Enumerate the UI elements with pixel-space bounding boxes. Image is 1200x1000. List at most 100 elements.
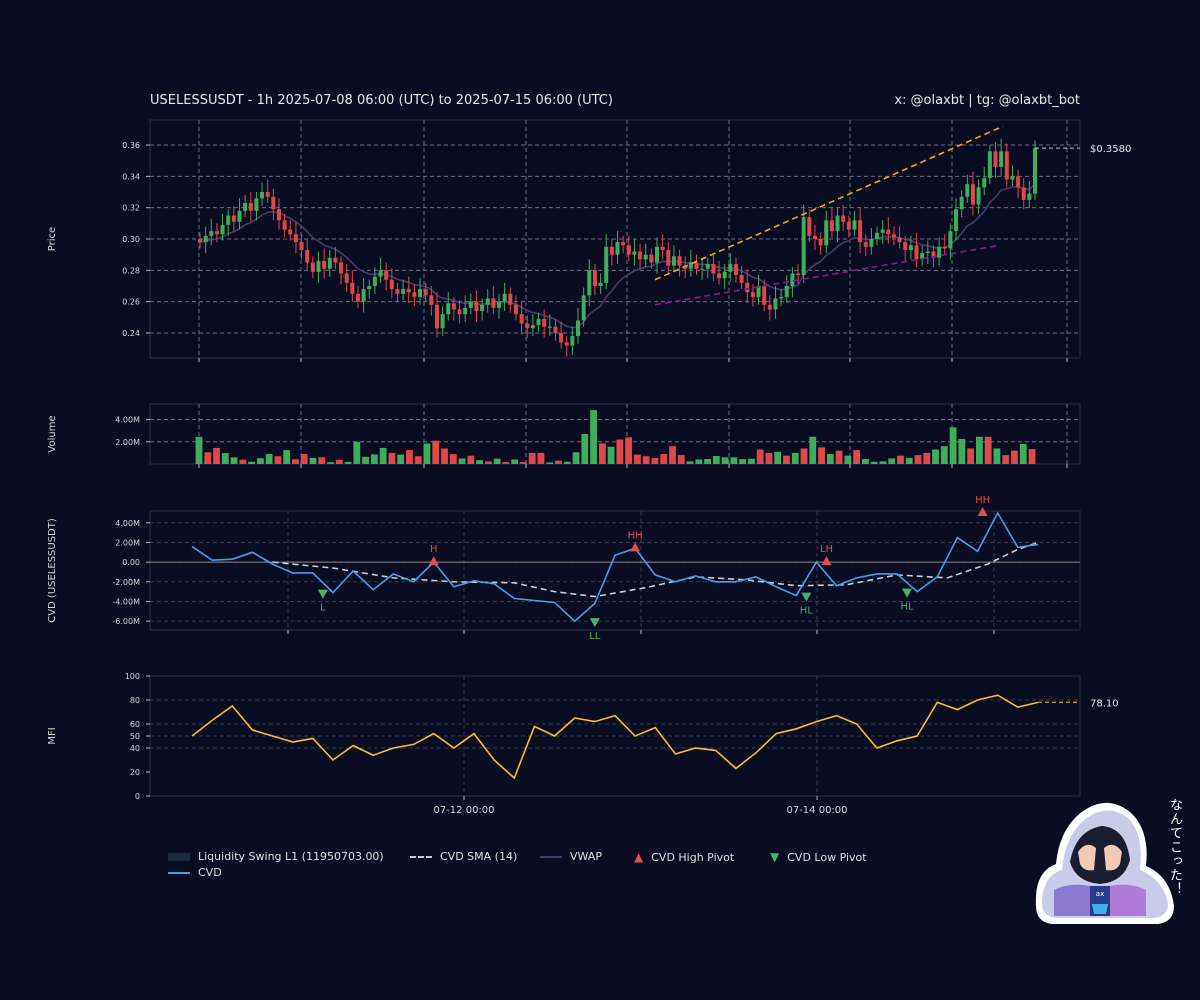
candle-body (519, 314, 524, 324)
candle-body (858, 220, 863, 243)
candle-body (598, 282, 603, 286)
volume-bar (783, 455, 790, 464)
volume-bar (449, 454, 457, 464)
candle-body (875, 232, 880, 239)
volume-bar (1002, 455, 1010, 464)
volume-bar (520, 462, 527, 464)
mfi-x-tick-label: 07-12 00:00 (433, 805, 494, 816)
triangle-down-icon: ▼ (770, 850, 780, 864)
candle-body (361, 289, 366, 302)
volume-bar (353, 441, 361, 464)
candle-body (796, 273, 801, 276)
cvd-line (191, 511, 1039, 623)
volume-bar (669, 446, 676, 464)
cvd-high-pivot-marker (630, 542, 641, 552)
legend-liquidity-label: Liquidity Swing L1 (11950703.00) (198, 850, 384, 863)
candle-body (254, 198, 259, 211)
cvd-swatch (168, 871, 190, 874)
candle-body (677, 256, 682, 266)
candle-body (705, 264, 710, 269)
volume-bar (248, 461, 256, 464)
volume-bar (651, 457, 659, 464)
mfi-axis-tick-label: 20 (130, 768, 140, 777)
volume-bar (213, 447, 220, 464)
candle-body (463, 307, 468, 315)
volume-bar (844, 455, 852, 464)
candle-body (310, 262, 315, 272)
candle-body (897, 237, 902, 243)
volume-bar (686, 461, 694, 464)
candle-body (446, 303, 451, 315)
candle-body (412, 292, 417, 297)
candle-body (423, 289, 428, 296)
candle-body (717, 273, 722, 279)
candle-body (203, 235, 208, 243)
mfi-panel: 0 20 40 50 60 80 100 MFI 78.10 07-12 00:00 07-14 0… (47, 672, 1119, 816)
candle-body (350, 282, 355, 294)
candle-body (395, 289, 400, 294)
price-axis-tick-label: 0.24 (122, 329, 140, 338)
candle-body (688, 262, 693, 269)
volume-axis-tick-label: 2.00M (115, 438, 140, 447)
candle-body (694, 262, 699, 269)
candle-body (485, 298, 490, 305)
volume-bar (318, 457, 326, 464)
candle-body (700, 268, 705, 270)
candle-body (288, 229, 293, 235)
volume-bar (1028, 449, 1036, 464)
candle-body (711, 264, 716, 274)
volume-bar (528, 452, 536, 464)
candle-body (322, 260, 327, 269)
candle-body (271, 196, 276, 210)
volume-bar (616, 439, 624, 464)
volume-bar (940, 446, 948, 464)
volume-bar (704, 459, 711, 464)
cvd-high-pivot-label: H (430, 544, 438, 555)
price-axis-tick-label: 0.28 (122, 266, 140, 275)
candle-body (779, 296, 784, 299)
candle-body (829, 220, 834, 232)
volume-bar (870, 461, 878, 464)
liquidity-swatch (168, 852, 190, 861)
cvd-panel: -6.00M -4.00M -2.00M 0.00 2.00M 4.00M CVD (USE… (47, 495, 1081, 642)
candle-body (638, 251, 643, 260)
candle-body (293, 234, 298, 243)
candle-body (248, 202, 253, 211)
candle-body (863, 242, 868, 247)
volume-bar (897, 455, 904, 464)
volume-bar (537, 452, 545, 464)
volume-bar (958, 439, 966, 464)
cvd-axis-tick-label: -2.00M (112, 578, 140, 587)
volume-bar (721, 457, 729, 464)
candle-body (660, 246, 665, 250)
volume-bar (458, 458, 466, 464)
volume-bar (195, 436, 203, 464)
cvd-low-pivot-marker (317, 589, 328, 599)
volume-bar (423, 443, 431, 464)
cvd-sma-line (272, 541, 1039, 598)
candle-body (841, 215, 846, 222)
candle-body (1004, 151, 1009, 180)
candle-body (480, 304, 485, 312)
legend-cvd-sma-label: CVD SMA (14) (440, 850, 518, 863)
candle-body (903, 242, 908, 250)
candle-body (333, 257, 338, 263)
cvd-low-pivot-label: HL (901, 602, 915, 613)
candle-body (214, 231, 219, 235)
candle-body (474, 301, 479, 312)
candle-body (931, 251, 936, 258)
candle-body (198, 239, 202, 243)
candle-body (790, 273, 795, 286)
volume-bar (862, 459, 869, 464)
social-handle: x: @olaxbt | tg: @olaxbt_bot (894, 93, 1080, 108)
volume-bar (975, 436, 983, 464)
candle-body (378, 270, 383, 277)
candle-body (733, 264, 738, 276)
mfi-axis-label: MFI (47, 727, 58, 744)
price-axis-tick-label: 0.26 (122, 298, 140, 307)
candle-body (389, 279, 394, 290)
candle-body (807, 217, 812, 236)
candle-body (220, 224, 225, 235)
candle-body (406, 289, 411, 293)
